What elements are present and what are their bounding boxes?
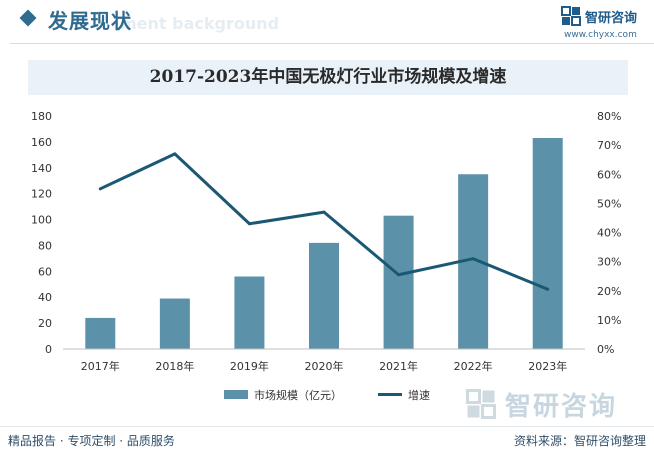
x-tick-label: 2019年	[230, 359, 269, 373]
y-right-tick-label: 50%	[597, 197, 621, 210]
bar	[85, 317, 116, 349]
y-left-tick-label: 160	[31, 136, 52, 149]
y-left-tick-label: 40	[38, 291, 52, 304]
y-left-tick-label: 180	[31, 110, 52, 123]
y-right-tick-label: 80%	[597, 110, 621, 123]
y-right-tick-label: 10%	[597, 314, 621, 327]
line-point	[397, 273, 401, 277]
line-point	[98, 187, 102, 191]
y-right-tick-label: 70%	[597, 139, 621, 152]
x-tick-label: 2021年	[379, 359, 418, 373]
footer-tagline: 精品报告 · 专项定制 · 品质服务	[8, 434, 175, 448]
x-tick-label: 2018年	[155, 359, 194, 373]
logo-icon	[561, 6, 581, 26]
tick-labels: 0 20 40 60 80 100 120 140 160 180 0% 10% 20% 30% 40% 50…	[31, 110, 621, 373]
chart-title-band: 2017-2023年中国无极灯行业市场规模及增速	[28, 60, 628, 95]
line-point	[471, 257, 475, 261]
y-right-tick-label: 60%	[597, 168, 621, 181]
watermark-logo-icon	[466, 389, 496, 419]
legend-line-swatch	[378, 393, 402, 396]
y-left-tick-label: 60	[38, 265, 52, 278]
x-tick-label: 2022年	[454, 359, 493, 373]
y-right-tick-label: 30%	[597, 256, 621, 269]
legend-label-line: 增速	[408, 389, 430, 402]
legend-bar-swatch	[224, 390, 248, 399]
y-right-tick-label: 0%	[597, 343, 614, 356]
bar	[309, 242, 339, 349]
bar-series	[85, 138, 563, 349]
y-left-tick-label: 120	[31, 188, 52, 201]
y-left-tick-label: 100	[31, 214, 52, 227]
line-point	[173, 152, 177, 156]
header-background-text: ment background	[120, 14, 280, 33]
line-point	[322, 210, 326, 214]
x-tick-label: 2017年	[81, 359, 120, 373]
y-left-tick-label: 80	[38, 239, 52, 252]
y-left-tick-label: 0	[45, 343, 52, 356]
line-point	[247, 222, 251, 226]
bar	[159, 298, 190, 349]
watermark-text: 智研咨询	[505, 392, 618, 422]
chart-canvas: 0 20 40 60 80 100 120 140 160 180 0% 10% 20% 30% 40% 50…	[31, 110, 621, 373]
y-right-tick-label: 40%	[597, 227, 621, 240]
logo-url: www.chyxx.com	[564, 30, 637, 40]
bar	[532, 138, 563, 349]
y-left-tick-label: 140	[31, 162, 52, 175]
y-right-tick-label: 20%	[597, 285, 621, 298]
y-left-tick-label: 20	[38, 317, 52, 330]
legend-label-bar: 市场规模（亿元）	[254, 389, 342, 402]
logo-name: 智研咨询	[585, 11, 638, 26]
header-divider	[10, 43, 654, 44]
line-series	[98, 152, 550, 291]
section-title: 发展现状	[48, 9, 132, 33]
x-tick-label: 2020年	[305, 359, 344, 373]
x-tick-label: 2023年	[528, 359, 567, 373]
bar	[234, 276, 265, 349]
footer-divider	[0, 426, 654, 427]
line-point	[546, 287, 550, 291]
page-header: ment background 发展现状 智研咨询 www.chyxx.com	[0, 0, 654, 44]
data-source: 资料来源：智研咨询整理	[513, 434, 646, 448]
bar	[383, 215, 414, 349]
chart-title: 2017-2023年中国无极灯行业市场规模及增速	[149, 67, 507, 87]
